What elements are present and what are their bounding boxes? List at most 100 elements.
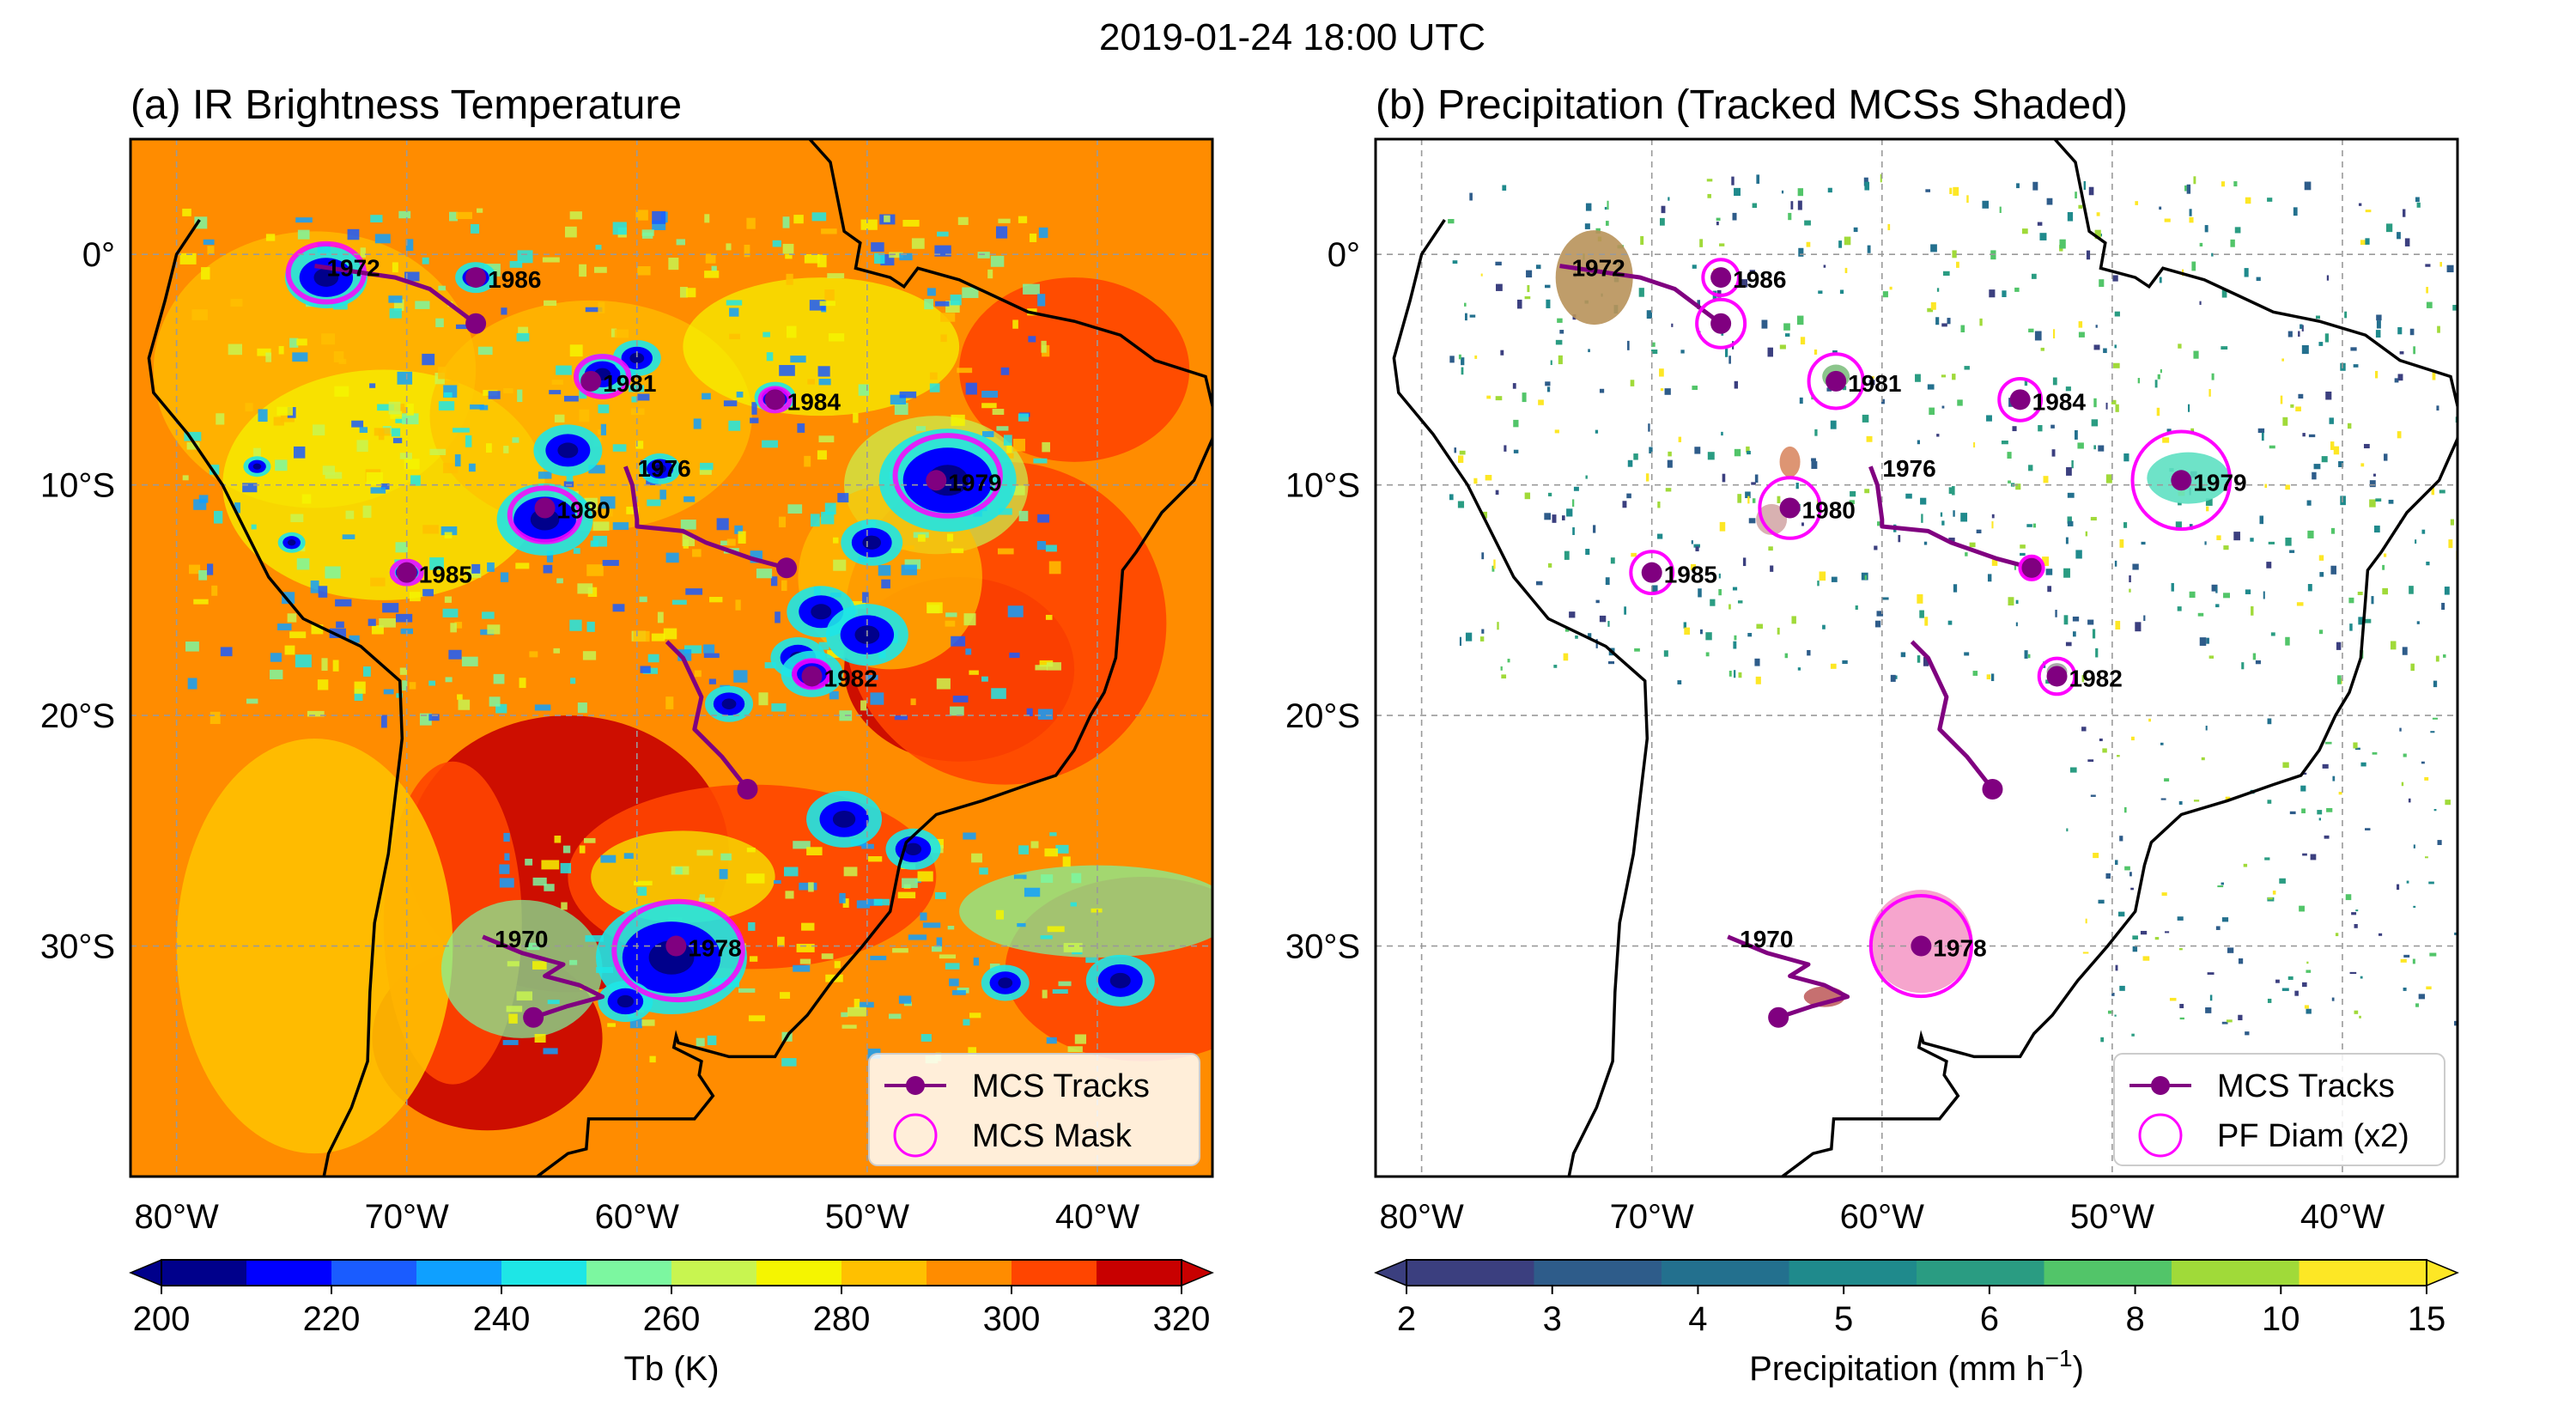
precip-pixel [2051,449,2056,457]
ir-cloud-pixel [651,633,665,642]
ir-cloud-pixel [720,853,732,861]
ir-cloud-pixel [585,935,604,942]
colorbar-segment [1917,1260,2044,1286]
precip-pixel [2037,222,2043,226]
ir-cloud-pixel [963,613,976,626]
colorbar-segment [1097,1260,1182,1286]
panel-b-legend-box [2113,1053,2445,1166]
colorbar-tick-label: 320 [1153,1300,1211,1338]
panel-a-legend-box [868,1053,1200,1166]
ir-cloud-pixel [870,955,887,961]
precip-pixel [1767,347,1773,357]
precip-pixel [2326,807,2333,812]
precip-pixel [1585,549,1590,556]
ir-cloud-pixel [398,210,411,219]
precip-pixel [2432,717,2439,720]
ir-cloud-pixel [325,471,343,479]
ir-cloud-pixel [969,1013,981,1019]
precip-pixel [2215,604,2220,608]
colorbar-extend-max [1181,1258,1214,1287]
precip-pixel [2115,860,2118,866]
precip-pixel [1627,340,1630,350]
ir-cloud-pixel [388,295,403,303]
mcs-track-marker [801,666,823,687]
mcs-track-label: 1980 [1802,497,1856,524]
mcs-track-marker [1710,313,1732,334]
precip-pixel [2178,502,2182,506]
colorbar-segment [1406,1260,1534,1286]
ir-cloud-pixel [504,853,510,861]
ir-cloud-pixel [1063,943,1083,952]
ir-cloud-pixel [551,380,563,385]
precip-pixel [2027,654,2031,659]
precip-pixel [1706,179,1713,182]
precip-pixel [1486,395,1492,399]
precip-pixel [2002,290,2007,298]
ir-cloud-pixel [818,435,835,443]
ir-cloud-pixel [1038,227,1048,239]
precip-pixel [2454,1020,2458,1026]
ir-cloud-pixel [275,459,288,471]
ir-cloud-pixel [652,210,666,224]
precip-pixel [1923,541,1928,545]
precip-pixel [1806,241,1811,247]
mcs-track-marker [737,779,758,800]
ir-cloud-pixel [318,586,328,598]
precip-pixel [1607,200,1609,210]
precip-pixel [2067,516,2072,524]
precip-pixel [2441,602,2445,611]
precip-pixel [2349,971,2357,974]
precip-pixel [1920,497,1927,505]
ir-cloud-pixel [736,392,744,398]
precip-pixel [1469,314,1476,318]
precip-pixel [1660,388,1664,392]
mcs-track-marker [2009,389,2031,411]
ir-cloud-pixel [1044,848,1059,857]
ir-cloud-pixel [917,871,933,882]
precip-pixel [2115,404,2119,412]
precip-pixel [1493,559,1496,569]
precip-pixel [2388,499,2394,504]
precip-pixel [1558,355,1563,365]
precip-pixel [1811,461,1818,469]
precip-pixel [2105,873,2111,879]
ir-cloud-pixel [569,959,578,965]
ir-cloud-pixel [422,257,429,265]
precip-pixel [1693,544,1700,548]
mcs-track-marker [2046,666,2068,687]
mcs-track-label: 1978 [688,935,741,962]
ir-cold-center [313,268,339,287]
ir-cloud-pixel [1037,294,1046,307]
precip-pixel [1948,538,1955,542]
ir-cloud-pixel [186,442,200,450]
ir-cloud-pixel [182,475,189,481]
precip-pixel [1495,261,1502,266]
precip-pixel [2371,596,2374,605]
precip-pixel [2098,899,2105,904]
ir-cloud-pixel [762,440,778,448]
ir-cloud-pixel [585,307,603,313]
precip-pixel [2072,616,2080,622]
precip-pixel [2325,391,2332,400]
ir-cloud-pixel [556,578,563,584]
precip-pixel [2308,434,2316,438]
ir-cloud-pixel [665,552,679,563]
ir-cloud-pixel [443,392,453,398]
precip-pixel [2435,655,2439,662]
colorbar-tick-label: 240 [473,1300,531,1338]
precip-pixel [1695,546,1699,551]
ir-cloud-pixel [793,841,811,849]
mcs-track-marker [776,557,798,579]
ir-cloud-pixel [945,620,956,627]
precip-pixel [2431,485,2435,496]
ir-cloud-pixel [1018,845,1030,854]
ir-cloud-pixel [354,689,363,701]
precip-pixel [2285,636,2290,646]
precip-pixel [2204,541,2207,545]
ir-cloud-pixel [940,313,956,322]
ir-cloud-pixel [1009,652,1020,659]
ir-cloud-pixel [683,496,696,502]
precip-pixel [2433,680,2438,688]
precip-pixel [1699,239,1704,247]
precip-pixel [2310,854,2317,861]
